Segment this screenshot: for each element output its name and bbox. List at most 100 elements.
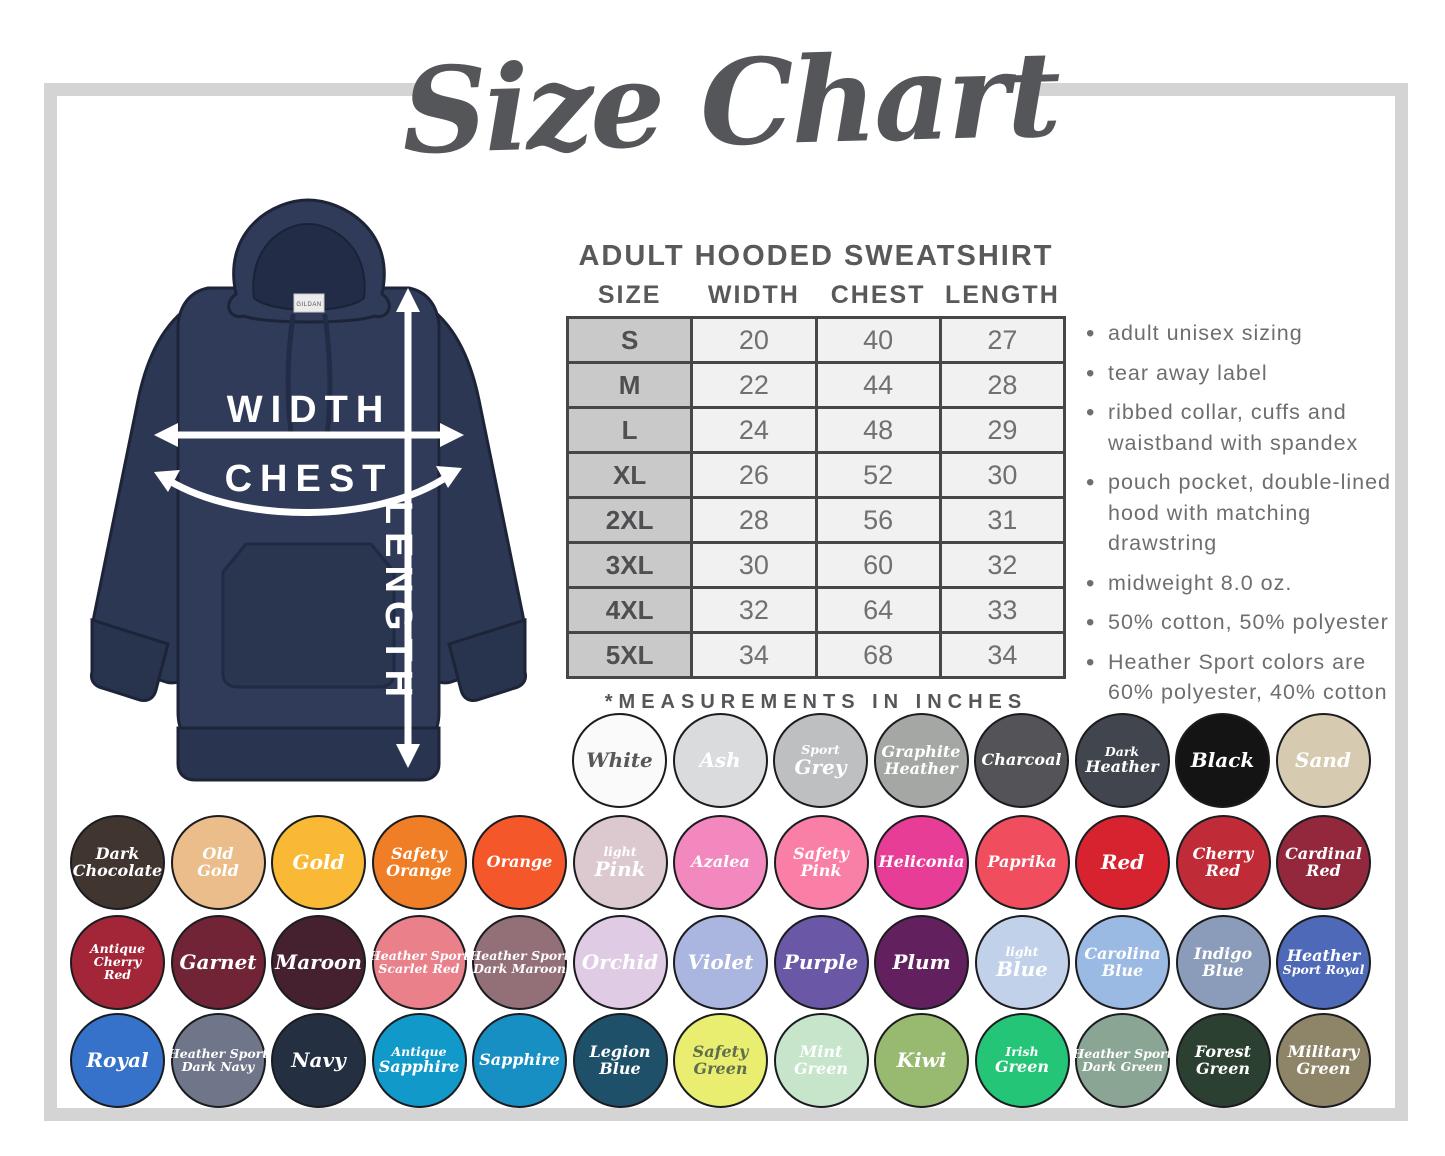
color-swatch-label: Irish [1005, 1043, 1039, 1059]
color-swatch-label: Navy [291, 1048, 346, 1073]
color-swatch-label: Garnet [179, 950, 257, 975]
color-swatch-royal: Royal [70, 1013, 165, 1108]
measurement-cell: 29 [938, 406, 1067, 454]
color-swatch-label: Indigo [1193, 944, 1253, 964]
measurement-cell: 64 [814, 586, 942, 634]
hoodie-right-cuff [447, 617, 527, 702]
measurement-cell: 26 [690, 451, 818, 499]
measurement-cell: 30 [690, 541, 818, 589]
color-swatch-violet: Violet [673, 915, 768, 1010]
color-swatch-row-2: Dark Chocolate Old Gold Gold Safety Orange Oran… [70, 815, 1371, 910]
size-table-footnote: *MEASUREMENTS IN INCHES [604, 691, 1028, 713]
color-swatch-label: Blue [1202, 960, 1244, 980]
color-swatch-dark-heather: Dark Heather [1074, 713, 1170, 808]
color-swatch-label: Orange [386, 860, 452, 880]
color-swatch-label: Heather [1286, 945, 1361, 965]
color-swatch-label: Heather Sport [368, 947, 470, 963]
color-swatch-label: Heather Sport [469, 947, 570, 963]
size-table-title: ADULT HOODED SWEATSHIRT [578, 240, 1054, 272]
color-swatch-black: Black [1175, 713, 1270, 808]
measurement-cell: 52 [814, 451, 942, 499]
color-swatch-label: Dark [1104, 743, 1140, 759]
color-swatch-military-green: Military Green [1276, 1013, 1371, 1108]
color-swatch-paprika: Paprika [974, 815, 1070, 910]
size-row-4xl: 4XL 32 64 33 [565, 586, 1067, 634]
color-swatch-orange: Orange [472, 815, 567, 910]
width-arrowhead-left [154, 423, 178, 447]
feature-item: Heather Sport colors are 60% polyester, … [1082, 646, 1412, 708]
color-swatch-label: Paprika [987, 852, 1057, 872]
color-swatch-antique-cherry-red: Antique Cherry Red [70, 915, 165, 1010]
size-row-3xl: 3XL 30 60 32 [565, 541, 1067, 589]
measurement-cell: 20 [690, 316, 818, 364]
color-swatch-label: Graphite [881, 742, 961, 762]
page-title: Size Chart [400, 24, 1060, 181]
measurement-cell: 32 [690, 586, 818, 634]
measurement-cell: 27 [938, 316, 1067, 364]
size-cell: S [565, 316, 694, 364]
color-swatch-sport-grey: Sport Grey [773, 713, 868, 808]
color-swatch-label: Azalea [691, 852, 750, 872]
color-swatch-navy: Navy [271, 1013, 366, 1108]
feature-item: adult unisex sizing [1082, 317, 1412, 351]
color-swatch-heather-sport-scarlet-red: Heather Sport Scarlet Red [368, 915, 470, 1010]
hoodie-illustration: GILDAN WIDTH CHEST LENGTH [90, 198, 527, 782]
size-table-header: SIZE WIDTH CHEST LENGTH [568, 281, 1065, 318]
color-swatch-label: Legion [589, 1042, 651, 1062]
color-swatch-label: Plum [892, 950, 951, 975]
measurement-cell: 31 [938, 496, 1067, 544]
color-swatch-label: Green [994, 1056, 1050, 1076]
color-swatch-carolina-blue: Carolina Blue [1075, 915, 1170, 1010]
color-swatch-garnet: Garnet [170, 915, 266, 1010]
color-swatch-label: Green [793, 1058, 849, 1078]
color-swatch-label: Gold [292, 850, 345, 875]
size-cell: 5XL [565, 631, 694, 679]
size-row-xl: XL 26 52 30 [565, 451, 1067, 499]
hoodie-pocket-seams [221, 543, 396, 573]
color-swatch-white: White [572, 713, 667, 808]
measurement-cell: 56 [814, 496, 942, 544]
feature-item: midweight 8.0 oz. [1082, 567, 1412, 601]
measurement-cell: 44 [814, 361, 942, 409]
size-cell: M [565, 361, 694, 409]
color-swatch-label: Pink [800, 860, 842, 880]
hoodie-left-cuff [90, 617, 170, 702]
color-swatch-graphite-heather: Graphite Heather [873, 713, 969, 808]
color-swatch-label: Dark Maroon [473, 960, 566, 976]
size-row-m: M 22 44 28 [565, 361, 1067, 409]
color-swatch-label: Antique [89, 941, 146, 957]
measurement-cell: 34 [690, 631, 818, 679]
color-swatch-label: Sapphire [479, 1050, 560, 1070]
title-box: Size Chart [400, 0, 1060, 205]
color-swatch-purple: Purple [773, 915, 869, 1010]
color-swatch-orchid: Orchid [572, 915, 668, 1010]
color-swatch-label: Grey [794, 754, 847, 779]
color-swatch-label: Safety [793, 844, 849, 864]
color-swatch-red: Red [1075, 815, 1170, 910]
color-swatch-sand: Sand [1275, 713, 1371, 808]
feature-item: 50% cotton, 50% polyester [1082, 606, 1412, 640]
color-swatch-heather-sport-royal: Heather Sport Royal [1276, 915, 1371, 1010]
color-swatch-indigo-blue: Indigo Blue [1175, 915, 1271, 1010]
size-cell: 3XL [565, 541, 694, 589]
width-arrowhead-right [440, 423, 464, 447]
measurement-cell: 60 [814, 541, 942, 589]
column-header-length: LENGTH [944, 281, 1060, 309]
size-cell: 2XL [565, 496, 694, 544]
color-swatch-label: Green [693, 1058, 748, 1078]
color-swatch-old-gold: Old Gold [170, 815, 266, 910]
color-swatch-label: Safety [391, 844, 447, 864]
column-header-size: SIZE [597, 281, 662, 309]
size-table: SIZE WIDTH CHEST LENGTH S 20 40 27 M 22 44 28 L 24 48… [565, 281, 1067, 679]
color-swatch-label: Red [103, 966, 132, 982]
measurement-cell: 68 [814, 631, 942, 679]
color-swatch-light-pink: light Pink [572, 815, 668, 910]
color-swatch-heather-sport-dark-green: Heather Sport Dark Green [1072, 1013, 1173, 1108]
chest-arrowhead-left [154, 470, 180, 492]
measurement-cell: 30 [938, 451, 1067, 499]
hoodie-waistband [176, 726, 441, 782]
measurement-cell: 40 [814, 316, 942, 364]
chest-label: CHEST [225, 458, 394, 500]
color-swatch-mint-green: Mint Green [773, 1013, 869, 1108]
